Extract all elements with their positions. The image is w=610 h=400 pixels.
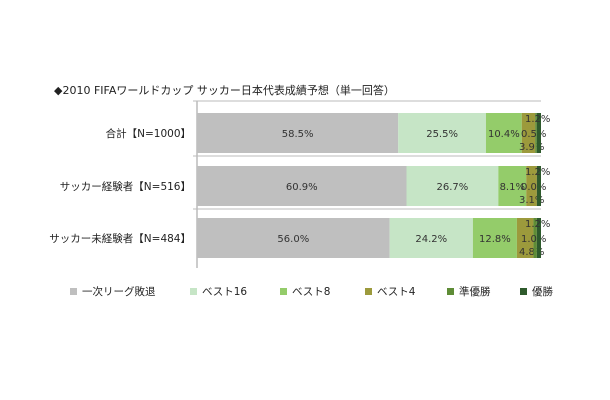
bar-segment bbox=[498, 166, 527, 206]
data-label: 4.8% bbox=[519, 247, 544, 258]
bar-segment bbox=[526, 166, 537, 206]
data-label: 25.5% bbox=[426, 129, 458, 140]
category-label: 合計【N=1000】 bbox=[106, 127, 191, 140]
legend-swatch bbox=[520, 288, 527, 295]
legend-label: ベスト8 bbox=[292, 286, 330, 298]
bar-segment bbox=[536, 113, 541, 153]
data-label: 0.0% bbox=[521, 182, 546, 193]
bar-segment bbox=[533, 218, 537, 258]
legend-swatch bbox=[365, 288, 372, 295]
bar-segment bbox=[516, 218, 534, 258]
category-label: サッカー未経験者【N=484】 bbox=[49, 232, 191, 245]
data-label: 60.9% bbox=[286, 182, 318, 193]
data-label: 3.9% bbox=[519, 142, 544, 153]
bar-segment bbox=[406, 166, 499, 206]
legend-swatch bbox=[280, 288, 287, 295]
bar-segment bbox=[485, 113, 522, 153]
legend-label: ベスト16 bbox=[202, 286, 247, 298]
bar-segment bbox=[197, 218, 390, 258]
bar-segment bbox=[536, 218, 541, 258]
data-label: 10.4% bbox=[488, 129, 520, 140]
data-label: 8.1% bbox=[500, 182, 525, 193]
legend-label: 優勝 bbox=[532, 285, 553, 298]
data-label: 1.2% bbox=[525, 167, 550, 178]
bar-segment bbox=[398, 113, 486, 153]
data-label: 56.0% bbox=[277, 234, 309, 245]
bar-segment bbox=[535, 113, 537, 153]
bar-segment bbox=[197, 166, 407, 206]
data-label: 58.5% bbox=[282, 129, 314, 140]
bar-segment bbox=[536, 166, 541, 206]
legend-swatch bbox=[70, 288, 77, 295]
data-label: 12.8% bbox=[479, 234, 511, 245]
bar-segment bbox=[472, 218, 517, 258]
data-label: 1.2% bbox=[525, 219, 550, 230]
data-label: 3.1% bbox=[519, 195, 544, 206]
chart-title: ◆2010 FIFAワールドカップ サッカー日本代表成績予想（単一回答） bbox=[54, 84, 395, 97]
legend-label: ベスト4 bbox=[377, 286, 416, 298]
data-label: 24.2% bbox=[415, 234, 447, 245]
bar-segment bbox=[389, 218, 473, 258]
legend-label: 一次リーグ敗退 bbox=[82, 285, 156, 298]
data-label: 1.0% bbox=[521, 234, 546, 245]
legend-swatch bbox=[447, 288, 454, 295]
data-label: 26.7% bbox=[437, 182, 469, 193]
data-label: 1.2% bbox=[525, 114, 550, 125]
bar-segment bbox=[521, 113, 536, 153]
bar-segment bbox=[197, 113, 399, 153]
category-label: サッカー経験者【N=516】 bbox=[60, 180, 191, 193]
data-label: 0.5% bbox=[521, 129, 546, 140]
legend-label: 準優勝 bbox=[459, 285, 491, 298]
legend-swatch bbox=[190, 288, 197, 295]
